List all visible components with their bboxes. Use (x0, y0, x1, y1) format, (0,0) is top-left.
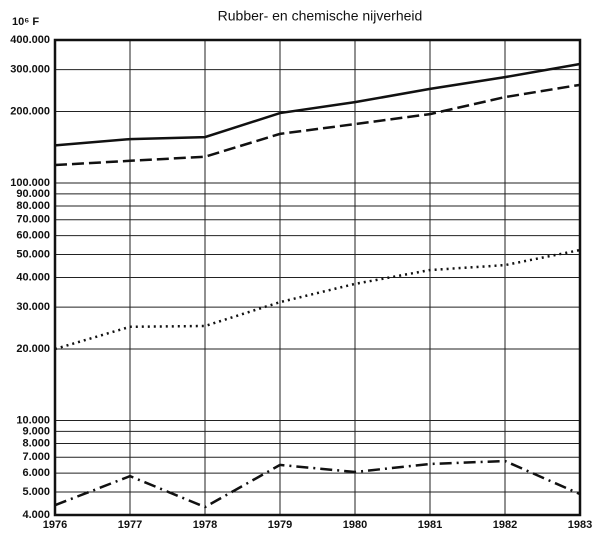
x-tick-label: 1980 (343, 519, 367, 531)
y-tick-label: 9.000 (22, 425, 50, 437)
y-tick-label: 90.000 (16, 188, 50, 200)
y-tick-label: 40.000 (16, 271, 50, 283)
x-tick-label: 1976 (43, 519, 67, 531)
x-tick-label: 1981 (418, 519, 442, 531)
y-tick-label: 60.000 (16, 230, 50, 242)
series-line (54, 248, 581, 351)
y-tick-label: 200.000 (10, 105, 50, 117)
series-line (54, 62, 581, 147)
series-line (54, 83, 581, 167)
y-tick-label: 70.000 (16, 214, 50, 226)
x-tick-label: 1978 (193, 519, 217, 531)
y-tick-label: 300.000 (10, 64, 50, 76)
y-tick-label: 5.000 (22, 486, 50, 498)
x-tick-label: 1982 (493, 519, 517, 531)
chart-title: Rubber- en chemische nijverheid (218, 8, 423, 24)
y-tick-label: 7.000 (22, 451, 50, 463)
y-tick-label: 100.000 (10, 177, 50, 189)
y-tick-label: 6.000 (22, 467, 50, 479)
series-line (54, 459, 581, 509)
y-tick-label: 10.000 (16, 414, 50, 426)
y-tick-label: 30.000 (16, 301, 50, 313)
x-tick-label: 1977 (118, 519, 142, 531)
y-tick-label: 4.000 (22, 509, 50, 521)
x-tick-label: 1979 (268, 519, 292, 531)
y-axis-label: 10⁶ F (12, 16, 39, 28)
y-tick-label: 20.000 (16, 343, 50, 355)
y-tick-label: 50.000 (16, 248, 50, 260)
y-tick-label: 400.000 (10, 34, 50, 46)
y-tick-label: 80.000 (16, 200, 50, 212)
x-tick-label: 1983 (568, 519, 592, 531)
y-tick-label: 8.000 (22, 437, 50, 449)
plot-frame (53, 38, 582, 517)
